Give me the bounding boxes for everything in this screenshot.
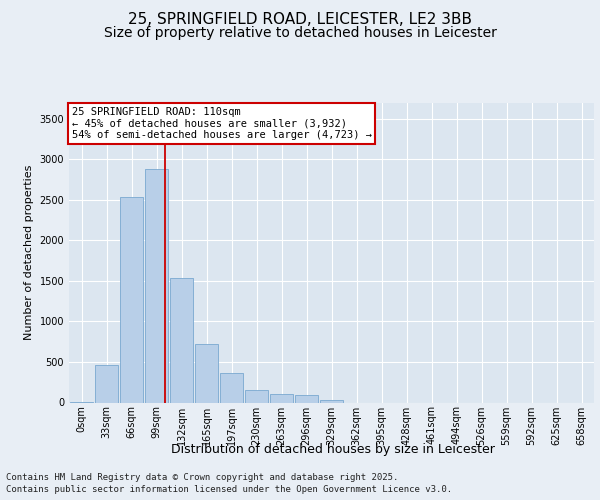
Bar	[320, 400, 343, 402]
Text: 25, SPRINGFIELD ROAD, LEICESTER, LE2 3BB: 25, SPRINGFIELD ROAD, LEICESTER, LE2 3BB	[128, 12, 472, 28]
Text: Size of property relative to detached houses in Leicester: Size of property relative to detached ho…	[104, 26, 496, 40]
Bar	[95, 365, 118, 403]
Bar	[295, 395, 319, 402]
Bar	[119, 198, 143, 402]
Text: Distribution of detached houses by size in Leicester: Distribution of detached houses by size …	[171, 442, 495, 456]
Text: 25 SPRINGFIELD ROAD: 110sqm
← 45% of detached houses are smaller (3,932)
54% of : 25 SPRINGFIELD ROAD: 110sqm ← 45% of det…	[71, 107, 371, 140]
Y-axis label: Number of detached properties: Number of detached properties	[24, 165, 34, 340]
Bar	[145, 169, 169, 402]
Bar	[245, 390, 268, 402]
Bar	[170, 278, 193, 402]
Bar	[194, 344, 218, 403]
Text: Contains HM Land Registry data © Crown copyright and database right 2025.: Contains HM Land Registry data © Crown c…	[6, 472, 398, 482]
Text: Contains public sector information licensed under the Open Government Licence v3: Contains public sector information licen…	[6, 485, 452, 494]
Bar	[220, 372, 244, 402]
Bar	[269, 394, 293, 402]
